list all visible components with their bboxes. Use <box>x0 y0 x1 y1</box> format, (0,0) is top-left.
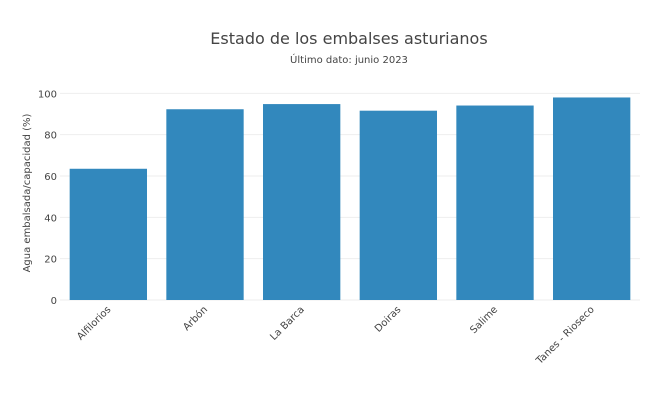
x-tick-label: Tanes - Rioseco <box>534 304 597 367</box>
bar <box>553 97 631 300</box>
y-tick-label: 40 <box>44 213 57 224</box>
bar <box>263 104 341 300</box>
y-tick-label: 100 <box>38 89 57 100</box>
x-tick-label: La Barca <box>268 304 306 342</box>
y-tick-label: 60 <box>44 172 57 183</box>
x-tick-label: Arbón <box>181 304 211 334</box>
y-axis-label: Agua embalsada/capacidad (%) <box>22 113 33 272</box>
y-tick-label: 0 <box>51 296 57 307</box>
bar <box>359 110 437 301</box>
bars <box>69 97 631 301</box>
gridlines <box>60 92 640 301</box>
chart-title: Estado de los embalses asturianos <box>210 29 487 48</box>
chart-subtitle: Último dato: junio 2023 <box>290 53 408 66</box>
x-tick-label: Doiras <box>373 304 403 334</box>
bar <box>69 168 147 300</box>
x-tick-label: Salime <box>468 304 500 336</box>
y-tick-label: 20 <box>44 255 57 266</box>
bar <box>456 105 534 300</box>
bar <box>166 109 244 300</box>
x-axis-ticks: Alfilorios Arbón La Barca Doiras Salime Tanes… <box>75 304 597 368</box>
y-axis-ticks: 0 20 40 60 80 100 <box>38 89 57 307</box>
x-tick-label: Alfilorios <box>75 304 113 342</box>
y-tick-label: 80 <box>44 131 57 142</box>
